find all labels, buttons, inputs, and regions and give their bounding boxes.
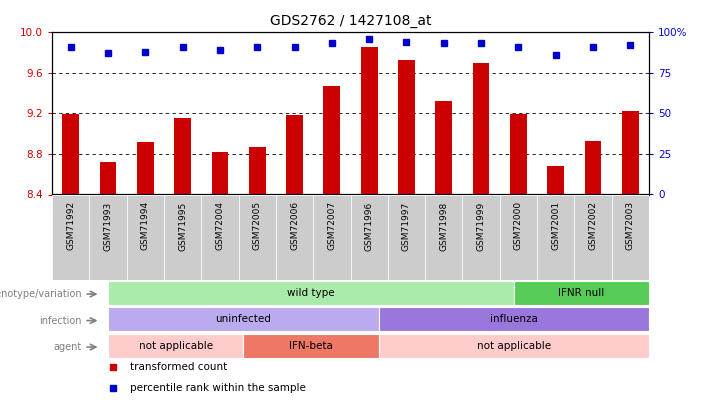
Bar [361,47,378,194]
Text: IFNR null: IFNR null [558,288,604,298]
Text: GSM71992: GSM71992 [66,201,75,250]
Bar [585,141,601,194]
Bar [323,86,340,194]
Text: IFN-beta: IFN-beta [289,341,333,351]
Bar [379,307,649,331]
Text: GSM72000: GSM72000 [514,201,523,250]
Bar [463,194,500,279]
Text: agent: agent [54,342,82,352]
Text: GSM72005: GSM72005 [253,201,261,250]
Text: GSM72001: GSM72001 [551,201,560,250]
Bar [238,194,276,279]
Text: GSM71993: GSM71993 [104,201,112,251]
Bar [514,281,649,305]
Text: GSM71998: GSM71998 [440,201,448,251]
Text: GSM71994: GSM71994 [141,201,150,250]
Bar [510,114,527,194]
Bar [201,194,238,279]
Bar [52,194,89,279]
Bar [379,334,649,358]
Text: genotype/variation: genotype/variation [0,289,82,299]
Text: GSM72002: GSM72002 [589,201,597,250]
Bar [276,194,313,279]
Text: GSM71999: GSM71999 [477,201,486,251]
Text: wild type: wild type [287,288,334,298]
Bar [100,162,116,194]
Bar [472,64,489,194]
Text: GSM71996: GSM71996 [365,201,374,251]
Text: influenza: influenza [490,314,538,324]
Bar [108,281,514,305]
Bar [174,118,191,194]
Bar [108,307,379,331]
Bar [286,115,303,194]
Bar [398,60,415,194]
Bar [612,194,649,279]
Bar [212,152,229,194]
Bar [249,147,266,194]
Bar [537,194,574,279]
Text: GSM72003: GSM72003 [626,201,635,250]
Bar [500,194,537,279]
Bar [108,334,243,358]
Bar [127,194,164,279]
Text: not applicable: not applicable [139,341,212,351]
Bar [388,194,425,279]
Bar [547,166,564,194]
Bar [574,194,612,279]
Bar [435,101,452,194]
Text: GSM71995: GSM71995 [178,201,187,251]
Text: GSM72006: GSM72006 [290,201,299,250]
Text: GSM71997: GSM71997 [402,201,411,251]
Text: uninfected: uninfected [215,314,271,324]
Text: transformed count: transformed count [130,362,227,373]
Text: not applicable: not applicable [477,341,551,351]
Bar [313,194,350,279]
Bar [243,334,379,358]
Title: GDS2762 / 1427108_at: GDS2762 / 1427108_at [270,14,431,28]
Bar [62,114,79,194]
Bar [137,142,154,194]
Text: GSM72007: GSM72007 [327,201,336,250]
Bar [425,194,463,279]
Text: percentile rank within the sample: percentile rank within the sample [130,384,306,393]
Bar [89,194,127,279]
Bar [164,194,201,279]
Text: GSM72004: GSM72004 [215,201,224,250]
Text: infection: infection [39,315,82,326]
Bar [350,194,388,279]
Bar [622,111,639,194]
